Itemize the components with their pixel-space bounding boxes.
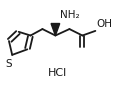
Text: OH: OH — [96, 19, 111, 29]
Polygon shape — [51, 24, 59, 36]
Text: NH₂: NH₂ — [59, 10, 79, 20]
Text: HCl: HCl — [47, 68, 67, 78]
Text: S: S — [6, 59, 12, 69]
